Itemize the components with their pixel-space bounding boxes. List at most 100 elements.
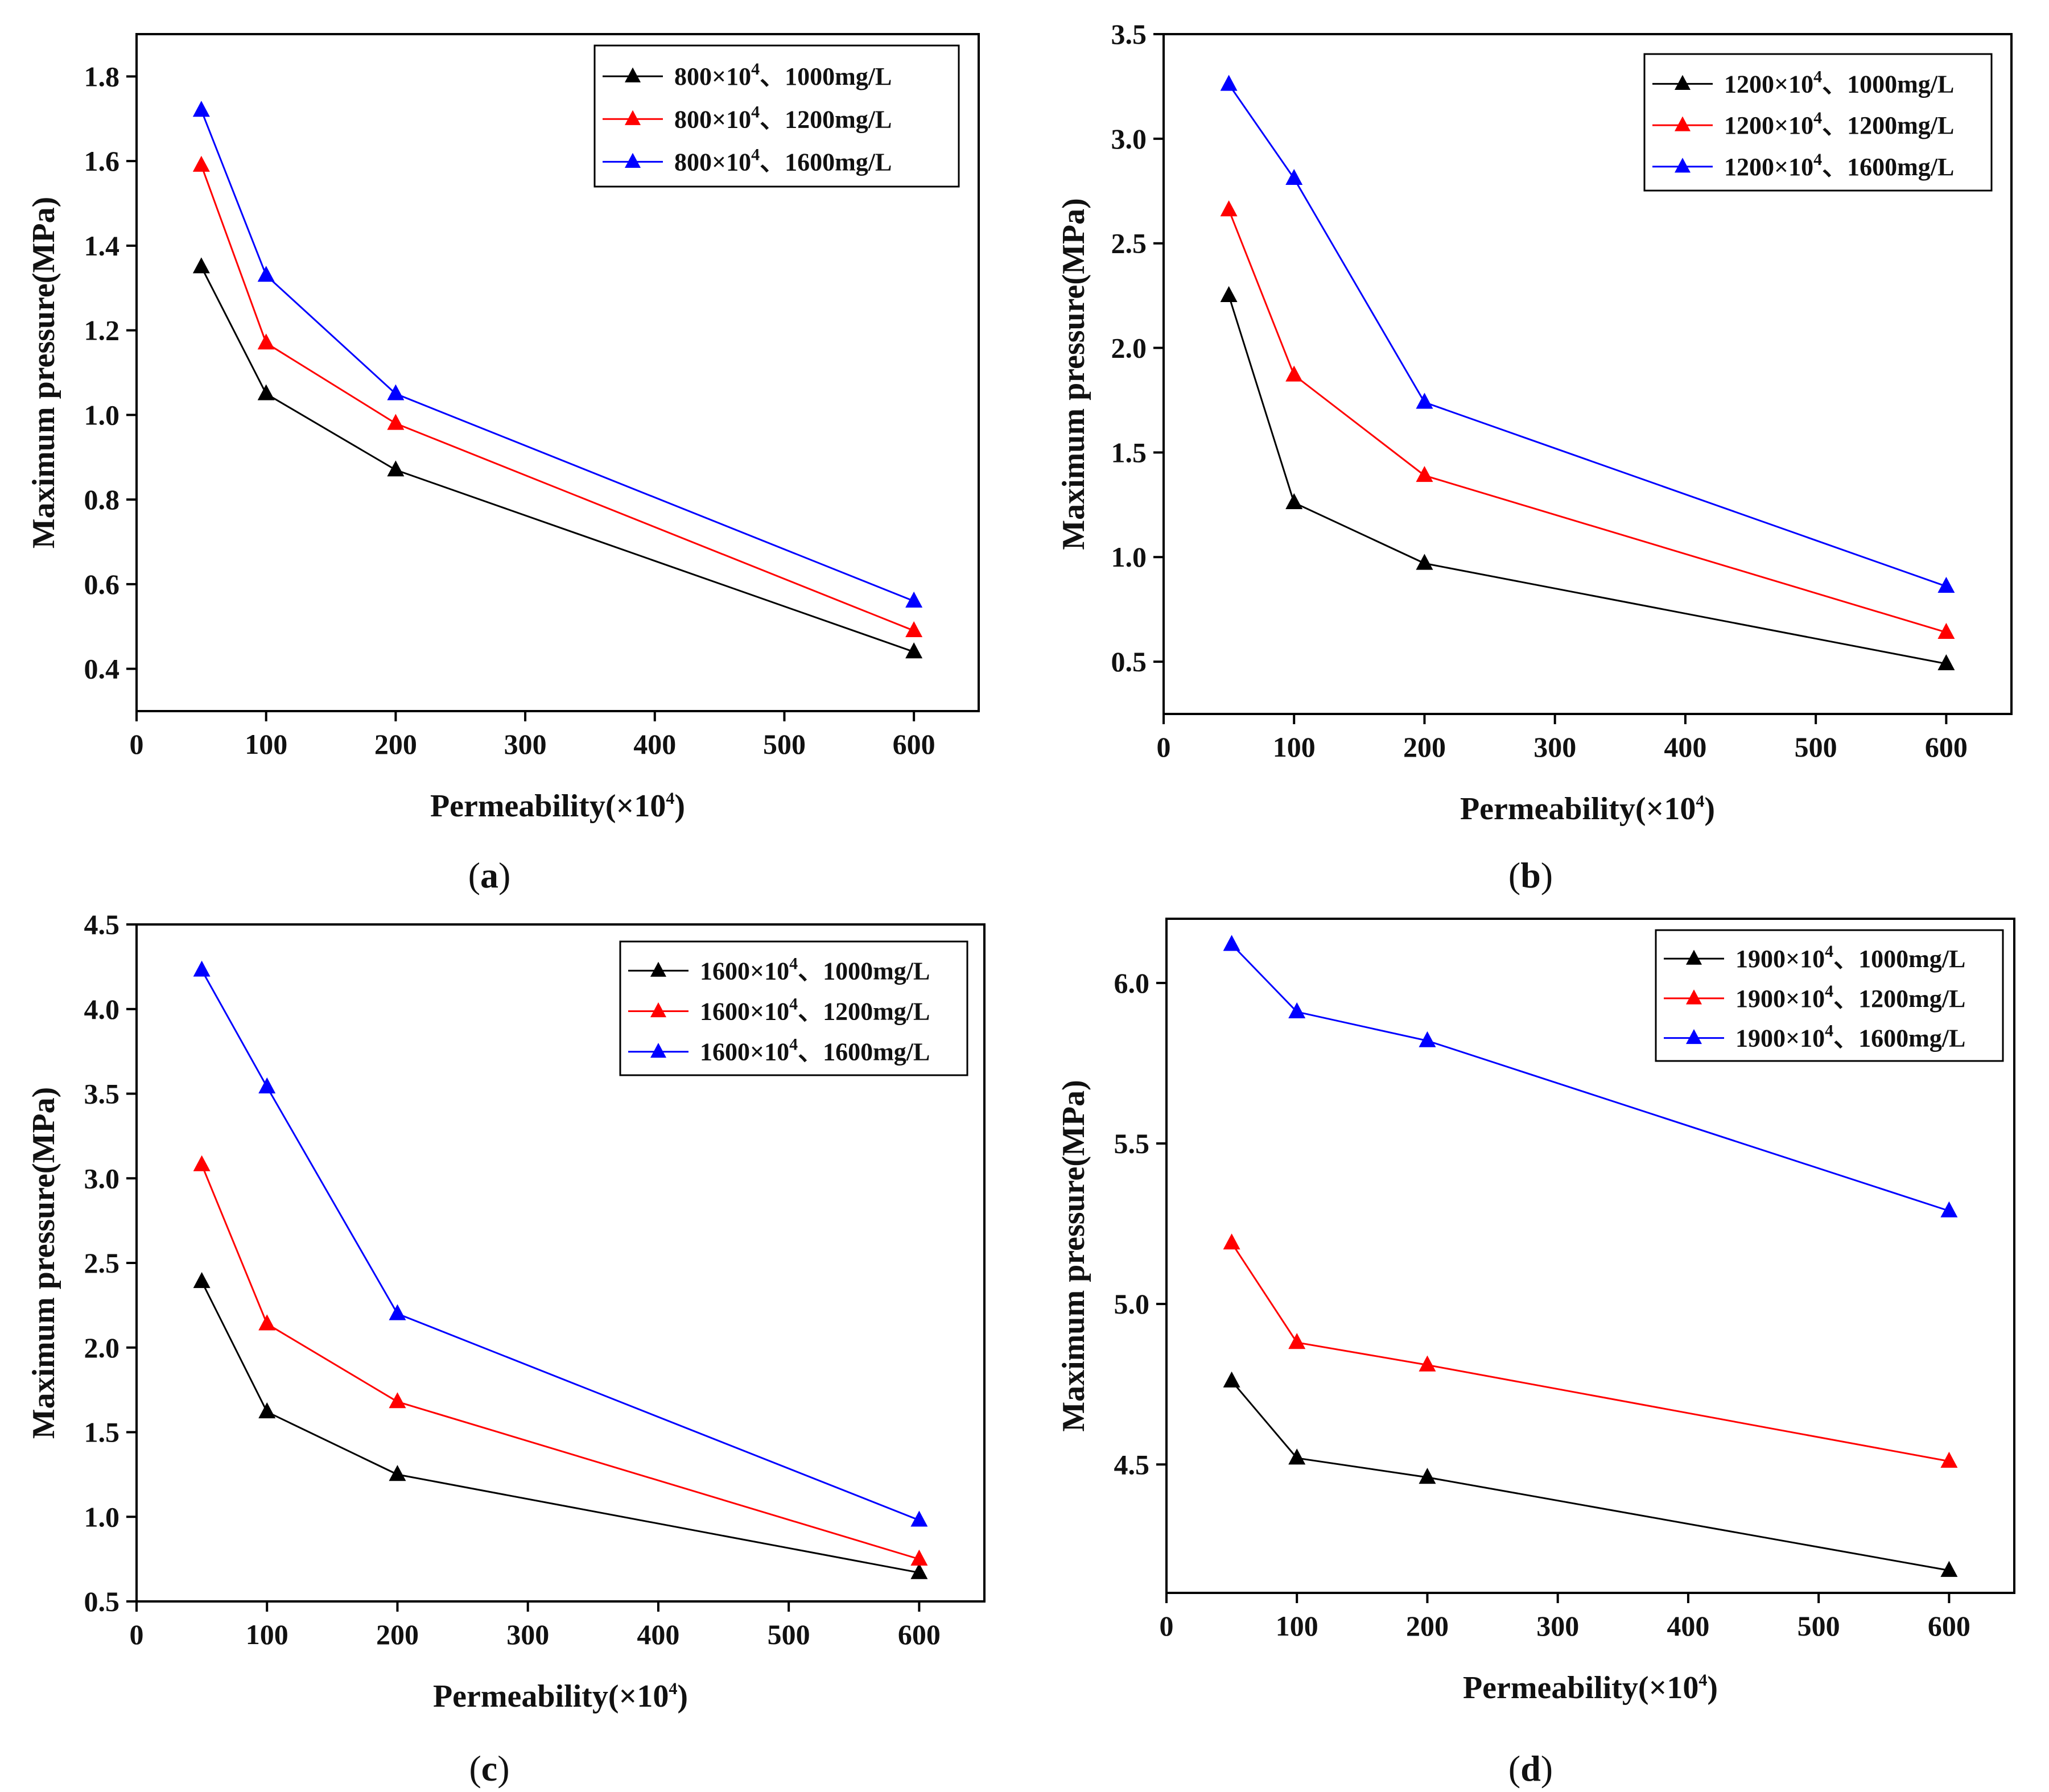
series-line [1228, 84, 1947, 588]
data-point [389, 1465, 406, 1481]
y-tick-label: 2.5 [1111, 228, 1147, 259]
series-2 [1220, 200, 1955, 639]
panel-label: (c) [469, 1748, 509, 1789]
data-point [192, 155, 210, 172]
legend-label: 800×104、1000mg/L [674, 60, 892, 90]
legend-entry: 1200×104、1200mg/L [1652, 109, 1954, 139]
x-tick-label: 100 [245, 728, 287, 760]
legend: 800×104、1000mg/L 800×104、1200mg/L 800×104、… [593, 44, 960, 188]
data-point [1220, 75, 1238, 91]
chart-panel-c: 0 100 200 300 400 500 600 0.5 1.0 1.5 2.0 2.5 3.0 3.5… [26, 909, 986, 1789]
legend-label: 800×104、1600mg/L [674, 145, 892, 176]
legend-box [593, 44, 960, 188]
data-point [258, 1314, 276, 1331]
legend-entry: 1600×104、1600mg/L [628, 1035, 930, 1066]
legend-label: 1900×104、1600mg/L [1735, 1022, 1965, 1052]
data-point [905, 591, 923, 608]
data-point [192, 101, 210, 117]
legend-entry: 800×104、1000mg/L [603, 60, 892, 90]
x-tick-label: 100 [246, 1618, 288, 1650]
series-3 [1223, 935, 1958, 1217]
data-point [1288, 1002, 1306, 1018]
y-tick-label: 3.5 [84, 1078, 120, 1110]
x-tick-label: 200 [376, 1618, 419, 1650]
legend-marker [1686, 1029, 1702, 1044]
y-tick-label: 1.4 [84, 230, 120, 262]
data-point [1285, 365, 1303, 382]
x-tick-label: 100 [1276, 1610, 1318, 1642]
x-tick-label: 300 [506, 1618, 549, 1650]
x-tick-label: 600 [1928, 1610, 1970, 1642]
legend-entry: 1900×104、1200mg/L [1664, 982, 1965, 1013]
y-tick-label: 6.0 [1114, 967, 1150, 999]
data-point [387, 414, 405, 430]
x-tick-label: 0 [130, 1618, 144, 1650]
legend-marker [625, 67, 641, 82]
series-line [1228, 209, 1947, 634]
data-point [257, 266, 275, 282]
data-point [1285, 493, 1303, 509]
legend-entry: 1900×104、1000mg/L [1664, 942, 1965, 973]
legend: 1600×104、1000mg/L 1600×104、1200mg/L 1600×1… [619, 940, 968, 1076]
y-axis-title: Maximum pressure(MPa) [1056, 1080, 1091, 1432]
y-tick-label: 3.0 [84, 1162, 120, 1194]
legend-marker [1675, 116, 1691, 131]
data-point [1940, 1201, 1958, 1217]
data-point [1419, 1355, 1436, 1372]
legend-label: 1900×104、1000mg/L [1735, 942, 1965, 973]
y-tick-label: 0.5 [1111, 646, 1147, 678]
y-tick-label: 3.0 [1111, 123, 1147, 155]
panel-label: (a) [468, 855, 511, 895]
data-point [1223, 935, 1240, 951]
series-3 [193, 960, 928, 1527]
x-tick-label: 600 [898, 1618, 941, 1650]
x-tick-label: 400 [1664, 731, 1706, 763]
y-tick-label: 1.6 [84, 145, 120, 177]
legend-label: 1200×104、1600mg/L [1724, 150, 1954, 181]
x-tick-label: 300 [504, 728, 547, 760]
data-point [1416, 554, 1433, 570]
legend-entry: 1200×104、1000mg/L [1652, 67, 1954, 98]
x-tick-label: 0 [1157, 731, 1171, 763]
x-tick-label: 300 [1533, 731, 1576, 763]
plot-frame [1162, 33, 2013, 715]
x-tick-label: 600 [1925, 731, 1968, 763]
y-tick-label: 0.6 [84, 568, 120, 600]
series-line [201, 1281, 920, 1574]
legend-marker [1686, 949, 1702, 965]
data-point [193, 1271, 211, 1289]
legend-entry: 800×104、1600mg/L [603, 145, 892, 176]
x-tick-label: 500 [1797, 1610, 1840, 1642]
legend: 1200×104、1000mg/L 1200×104、1200mg/L 1200×1… [1643, 53, 1993, 192]
series-line [201, 969, 920, 1521]
x-tick-label: 400 [637, 1618, 679, 1650]
data-point [1288, 1448, 1306, 1465]
series-1 [192, 257, 923, 659]
y-axis-title: Maximum pressure(MPa) [26, 1087, 61, 1439]
series-1 [1223, 1371, 1958, 1577]
legend-label: 1900×104、1200mg/L [1735, 982, 1965, 1013]
legend-entry: 1900×104、1600mg/L [1664, 1022, 1965, 1052]
data-point [389, 1392, 406, 1409]
legend-box [1643, 53, 1993, 192]
series-line [1231, 1242, 1949, 1463]
y-tick-label: 5.5 [1114, 1128, 1150, 1159]
data-point [1288, 1333, 1306, 1349]
data-point [905, 642, 923, 659]
y-tick-label: 4.0 [84, 993, 120, 1025]
y-tick-label: 3.5 [1111, 18, 1147, 50]
chart-panel-b: 0 100 200 300 400 500 600 0.5 1.0 1.5 2.0 2.5 3.0 3.5… [1056, 18, 2013, 895]
series-line [1228, 295, 1947, 665]
data-point [1220, 200, 1238, 217]
data-point [1419, 1031, 1436, 1047]
data-point [193, 960, 211, 977]
data-point [1419, 1468, 1436, 1484]
x-tick-label: 0 [1160, 1610, 1174, 1642]
y-tick-label: 4.5 [1114, 1448, 1150, 1480]
y-tick-label: 5.0 [1114, 1288, 1150, 1320]
data-point [1937, 622, 1955, 639]
data-point [905, 621, 923, 638]
legend-label: 1600×104、1000mg/L [700, 954, 930, 985]
data-point [910, 1549, 928, 1566]
